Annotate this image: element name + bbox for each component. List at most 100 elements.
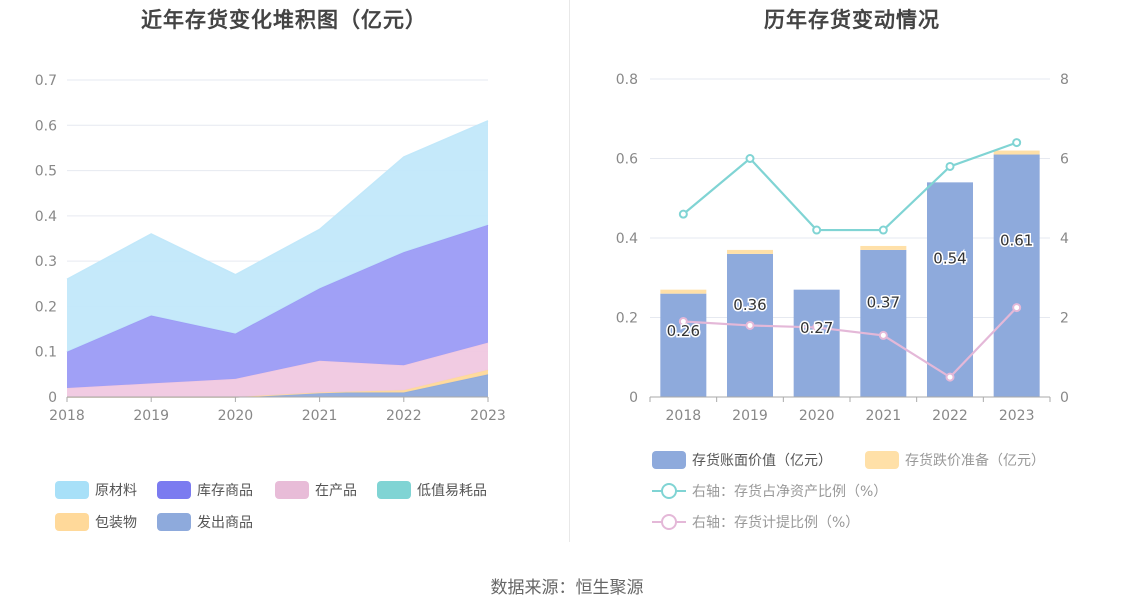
- line-右轴存货计提比例: [683, 306, 1018, 379]
- line-point: [678, 316, 688, 326]
- legend-item-包装物[interactable]: 包装物: [55, 512, 137, 532]
- line-右轴存货占净资产比例: [682, 141, 1018, 232]
- y-left-tick-label: 0.8: [616, 72, 638, 88]
- legend-item-右轴存货占净资产比例[interactable]: 右轴：存货占净资产比例（%）: [652, 481, 887, 501]
- bar-存货跌价准备亿元: [860, 245, 907, 250]
- legend-label: 低值易耗品: [417, 483, 487, 499]
- legend-swatch: [865, 451, 899, 469]
- legend-swatch: [55, 481, 89, 499]
- panel-divider: [569, 0, 570, 542]
- legend-swatch: [275, 481, 309, 499]
- bar-存货跌价准备亿元: [660, 289, 707, 294]
- legend-item-存货跌价准备亿元[interactable]: 存货跌价准备（亿元）: [865, 450, 1045, 470]
- line-point: [745, 320, 755, 330]
- legend-swatch: [55, 513, 89, 531]
- y-right-tick-label: 0: [1060, 390, 1069, 406]
- y-left-tick-label: 0: [629, 390, 638, 406]
- bar-存货跌价准备亿元: [727, 249, 773, 254]
- legend-item-在产品[interactable]: 在产品: [275, 480, 357, 500]
- line-point: [1012, 303, 1022, 313]
- legend-label: 存货账面价值（亿元）: [692, 453, 832, 469]
- data-source-note: 数据来源：恒生聚源: [490, 578, 644, 598]
- x-tick-label: 2021: [302, 408, 338, 424]
- bar-value-label: 0.61: [1000, 231, 1033, 249]
- legend-label: 包装物: [95, 515, 137, 531]
- area-库存商品: [67, 224, 488, 388]
- bar-line-chart: 0 0.2 0.4 0.6 0.8 0 2 4 6 8 2018 2019 2020 2021 2022 20…: [616, 72, 1069, 424]
- stacked-area-panel: 近年存货变化堆积图（亿元） 0 0.1 0.2 0.3 0.4 0.5 0.6 0.7 2018…: [0, 0, 568, 545]
- legend-swatch: [652, 483, 686, 499]
- x-tick-label: 2021: [866, 408, 902, 424]
- bar-存货账面价值亿元: [660, 293, 707, 397]
- line-point: [1012, 138, 1022, 148]
- legend-item-库存商品[interactable]: 库存商品: [157, 480, 253, 500]
- x-tick-label: 2020: [218, 408, 254, 424]
- y-tick-label: 0.3: [35, 254, 57, 270]
- legend-item-低值易耗品[interactable]: 低值易耗品: [377, 480, 487, 500]
- area-在产品: [67, 342, 488, 397]
- bar-value-label: 0.27: [800, 319, 833, 337]
- bar-value-label: 0.36: [733, 296, 766, 314]
- y-tick-label: 0: [48, 390, 57, 406]
- legend-swatch: [377, 481, 411, 499]
- y-tick-label: 0.5: [35, 164, 57, 180]
- bar-存货账面价值亿元: [993, 154, 1040, 397]
- x-tick-label: 2019: [133, 408, 169, 424]
- y-left-tick-label: 0.6: [616, 152, 638, 168]
- x-tick-label: 2022: [932, 408, 968, 424]
- y-tick-label: 0.4: [35, 209, 57, 225]
- y-right-tick-label: 8: [1060, 72, 1069, 88]
- legend-swatch: [652, 451, 686, 469]
- y-right-tick-label: 6: [1060, 152, 1069, 168]
- line-point: [945, 372, 955, 382]
- legend-item-存货账面价值亿元[interactable]: 存货账面价值（亿元）: [652, 450, 832, 470]
- legend-item-发出商品[interactable]: 发出商品: [157, 512, 253, 532]
- legend-swatch: [652, 514, 686, 530]
- legend-label: 原材料: [95, 483, 137, 499]
- x-tick-label: 2019: [732, 408, 768, 424]
- legend-item-右轴存货计提比例[interactable]: 右轴：存货计提比例（%）: [652, 512, 859, 532]
- line-point: [945, 161, 955, 171]
- bar-line-panel: 历年存货变动情况 0 0.2 0.4 0.6 0.8 0 2 4 6 8 2018 2019 2020 2…: [570, 0, 1134, 545]
- y-tick-label: 0.7: [35, 73, 57, 89]
- y-right-tick-label: 2: [1060, 311, 1069, 327]
- bar-存货跌价准备亿元: [993, 150, 1040, 155]
- legend-label: 右轴：存货计提比例（%）: [692, 515, 860, 531]
- line-point: [812, 322, 822, 332]
- line-point: [812, 225, 822, 235]
- x-tick-label: 2023: [999, 408, 1035, 424]
- x-tick-label: 2018: [49, 408, 85, 424]
- legend-label: 在产品: [315, 483, 357, 499]
- x-tick-label: 2020: [799, 408, 835, 424]
- line-point: [678, 209, 688, 219]
- legend-swatch: [157, 513, 191, 531]
- area-发出商品: [67, 374, 488, 397]
- legend-label: 库存商品: [197, 483, 253, 499]
- y-tick-label: 0.1: [35, 345, 57, 361]
- legend-item-原材料[interactable]: 原材料: [55, 480, 137, 500]
- bar-value-label: 0.37: [867, 293, 900, 311]
- line-point: [878, 330, 888, 340]
- x-tick-label: 2023: [470, 408, 506, 424]
- y-tick-label: 0.6: [35, 118, 57, 134]
- bar-line-title: 历年存货变动情况: [764, 8, 940, 32]
- y-left-tick-label: 0.2: [616, 311, 638, 327]
- line-point: [745, 154, 755, 163]
- stacked-area-title: 近年存货变化堆积图（亿元）: [141, 8, 427, 32]
- x-tick-label: 2018: [666, 408, 702, 424]
- legend-swatch: [157, 481, 191, 499]
- stacked-area-chart: 0 0.1 0.2 0.3 0.4 0.5 0.6 0.7 2018 2019 2020 2021 20…: [35, 73, 506, 424]
- bar-存货账面价值亿元: [860, 249, 907, 397]
- x-tick-label: 2022: [386, 408, 422, 424]
- line-point: [878, 225, 888, 235]
- y-tick-label: 0.2: [35, 299, 57, 315]
- bar-value-label: 0.54: [933, 249, 966, 267]
- bar-value-label: 0.26: [667, 322, 700, 340]
- y-left-tick-label: 0.4: [616, 231, 638, 247]
- area-edge-原材料: [66, 120, 489, 280]
- legend-label: 发出商品: [197, 515, 253, 531]
- bar-存货账面价值亿元: [793, 289, 840, 397]
- legend-label: 右轴：存货占净资产比例（%）: [692, 484, 888, 500]
- area-原材料: [67, 120, 488, 352]
- y-right-tick-label: 4: [1060, 231, 1069, 247]
